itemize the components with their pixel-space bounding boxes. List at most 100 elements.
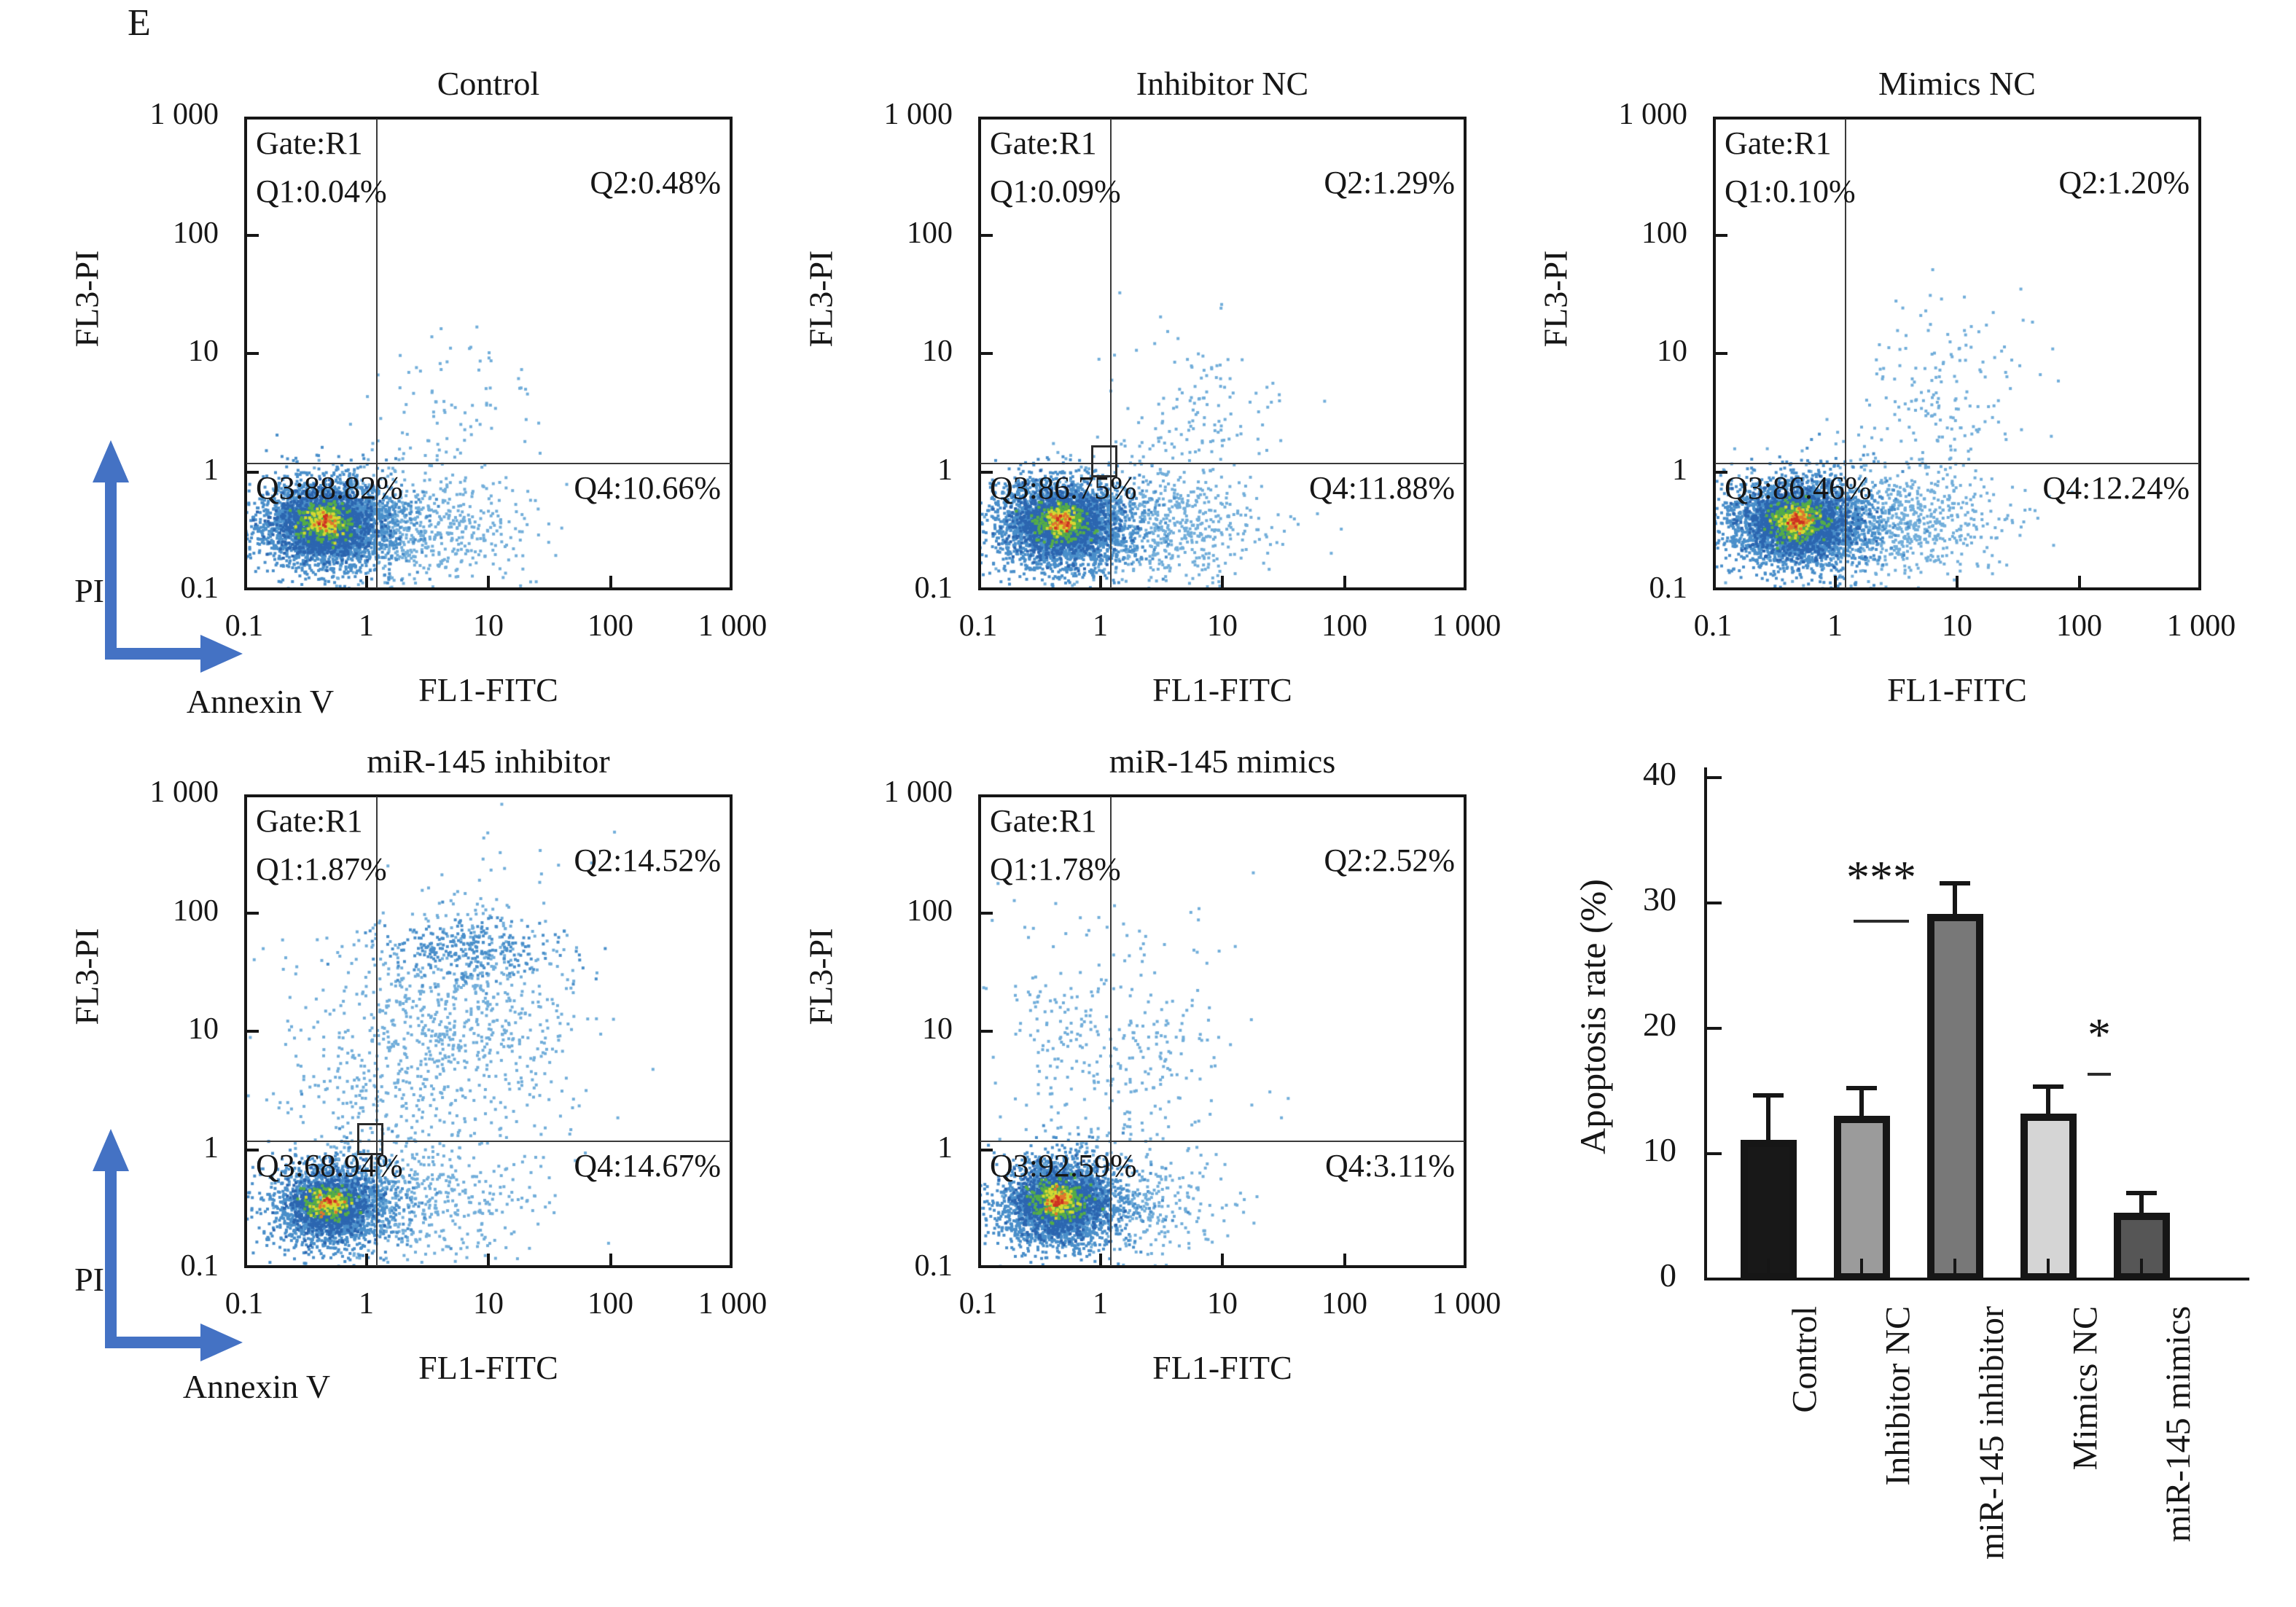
y-tick-label-0: 1 000 [883, 775, 953, 809]
y-tick-mark-3 [1716, 470, 1727, 474]
y-tick-mark-2 [247, 352, 259, 355]
y-tick-label-4: 0.1 [914, 571, 953, 605]
bar-y-tick-mark [1707, 776, 1722, 779]
y-tick-label-0: 1 000 [149, 98, 219, 131]
bar-base-tick [2140, 1259, 2143, 1279]
x-tick-mark-3 [2077, 576, 2081, 587]
y-tick-label-2: 10 [922, 1012, 953, 1046]
bar-error-cap [2126, 1191, 2157, 1196]
pi-arrow-label-row1: PI [74, 572, 104, 609]
y-tick-label-1: 100 [173, 894, 219, 928]
flow-plot-area [1713, 117, 2201, 590]
x-tick-mark-3 [1343, 576, 1346, 587]
y-tick-mark-3 [981, 470, 993, 474]
x-tick-label-0: 0.1 [1693, 609, 1733, 643]
y-tick-label-2: 10 [922, 335, 953, 368]
bar-base-tick [1767, 1259, 1770, 1279]
flow-scatter-canvas [247, 120, 730, 587]
x-tick-label-3: 100 [1321, 609, 1367, 643]
y-axis-label: FL3-PI [68, 250, 106, 348]
x-tick-mark-1 [1098, 1254, 1102, 1265]
bar-error-line [2046, 1086, 2050, 1114]
significance-line [1854, 920, 1909, 923]
y-axis-label: FL3-PI [802, 928, 840, 1025]
quadrant-vline [376, 797, 378, 1266]
x-tick-label-2: 10 [473, 609, 504, 643]
y-tick-label-2: 10 [188, 1012, 219, 1046]
quadrant-q3-label: Q3:86.75% [990, 470, 1137, 506]
x-tick-label-0: 0.1 [224, 1287, 264, 1321]
quadrant-q1-label: Q1:0.10% [1725, 173, 1856, 209]
y-tick-label-4: 0.1 [1649, 571, 1688, 605]
bar-y-tick-label: 30 [1643, 880, 1676, 918]
y-tick-label-1: 100 [907, 894, 953, 928]
bar-y-axis-line [1704, 767, 1707, 1280]
y-tick-mark-1 [1716, 233, 1727, 237]
figure-letter: E [128, 2, 151, 44]
flow-panel-title: miR-145 inhibitor [367, 743, 610, 780]
quadrant-hline [1715, 463, 2199, 464]
bar-error-line [1859, 1087, 1864, 1117]
bar-y-tick-label: 40 [1643, 755, 1676, 792]
quadrant-hline [980, 1141, 1464, 1142]
quadrant-vline [1110, 119, 1112, 588]
x-tick-label-3: 100 [2056, 609, 2102, 643]
y-tick-label-3: 1 [203, 453, 219, 487]
x-tick-label-2: 10 [1942, 609, 1972, 643]
x-tick-label-1: 1 [359, 609, 374, 643]
quadrant-hline [980, 463, 1464, 464]
axis-arrows-row2 [91, 1126, 259, 1370]
x-tick-label-1: 1 [1827, 609, 1843, 643]
quadrant-q2-label: Q2:1.29% [1324, 165, 1455, 200]
bar-error-line [1766, 1095, 1770, 1141]
quadrant-q2-label: Q2:1.20% [2058, 165, 2190, 200]
gate-label: Gate:R1 [1725, 125, 1832, 161]
quadrant-q3-label: Q3:68.94% [256, 1148, 403, 1184]
x-tick-label-4: 1 000 [2166, 609, 2236, 643]
flow-plot-area [978, 117, 1467, 590]
flow-plot-area [978, 794, 1467, 1268]
y-tick-label-3: 1 [937, 1130, 953, 1165]
y-tick-mark-3 [247, 470, 259, 474]
x-tick-mark-3 [609, 1254, 612, 1265]
y-tick-label-3: 1 [203, 1130, 219, 1165]
x-tick-mark-2 [1221, 576, 1224, 587]
x-tick-mark-1 [1098, 576, 1102, 587]
bar-category-label: Inhibitor NC [1879, 1306, 1918, 1486]
bar-y-tick-label: 20 [1643, 1006, 1676, 1043]
x-tick-mark-2 [1956, 576, 1959, 587]
gate-marker [1091, 445, 1117, 477]
flow-scatter-canvas [981, 120, 1464, 587]
x-tick-label-4: 1 000 [1432, 1287, 1502, 1321]
x-tick-label-2: 10 [1207, 609, 1238, 643]
y-tick-mark-3 [247, 1148, 259, 1152]
flow-scatter-canvas [247, 797, 730, 1265]
y-tick-label-0: 1 000 [1618, 98, 1688, 131]
x-tick-label-1: 1 [1093, 609, 1108, 643]
quadrant-q4-label: Q4:3.11% [1324, 1148, 1455, 1184]
x-tick-label-4: 1 000 [698, 1287, 768, 1321]
y-axis-label: FL3-PI [1536, 250, 1574, 348]
flow-panel-title: Inhibitor NC [1136, 65, 1309, 102]
pi-annexin-arrows-icon [93, 440, 243, 673]
quadrant-q1-label: Q1:0.09% [990, 173, 1121, 209]
y-tick-label-4: 0.1 [180, 571, 219, 605]
x-tick-label-3: 100 [587, 609, 633, 643]
gate-label: Gate:R1 [990, 803, 1097, 839]
x-tick-label-1: 1 [359, 1287, 374, 1321]
gate-label: Gate:R1 [256, 803, 363, 839]
quadrant-q4-label: Q4:12.24% [2042, 470, 2190, 506]
x-tick-label-0: 0.1 [958, 1287, 998, 1321]
bar-error-cap [1940, 881, 1970, 886]
bar-category-label: Control [1786, 1306, 1824, 1413]
x-tick-label-2: 10 [1207, 1287, 1238, 1321]
x-tick-label-0: 0.1 [224, 609, 264, 643]
quadrant-q4-label: Q4:14.67% [574, 1148, 721, 1184]
bar-error-cap [1846, 1085, 1877, 1090]
x-tick-mark-1 [364, 1254, 368, 1265]
quadrant-q2-label: Q2:0.48% [590, 165, 721, 200]
bar-y-tick-label: 0 [1660, 1256, 1676, 1294]
gate-label: Gate:R1 [256, 125, 363, 161]
x-tick-mark-1 [1833, 576, 1837, 587]
annexin-arrow-label-row2: Annexin V [182, 1368, 331, 1405]
